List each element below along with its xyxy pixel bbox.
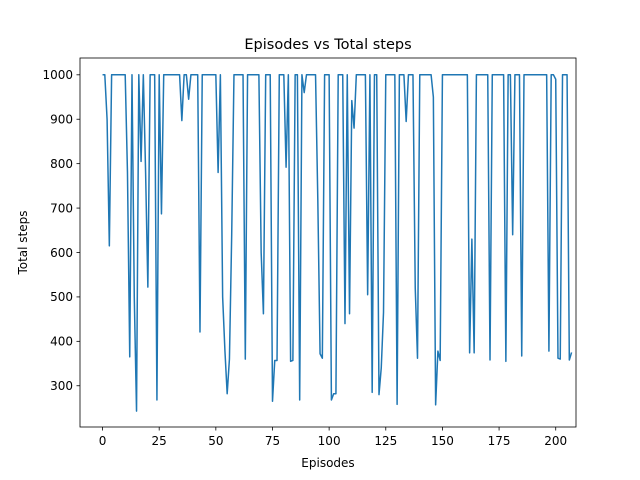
y-tick-label: 300 — [50, 379, 73, 393]
y-tick-label: 900 — [50, 113, 73, 127]
x-tick-label: 0 — [99, 434, 107, 448]
y-tick-label: 800 — [50, 157, 73, 171]
y-tick-label: 700 — [50, 201, 73, 215]
x-axis: 0 25 50 75 100 125 150 175 200 — [99, 427, 567, 448]
plot-area — [102, 74, 573, 412]
y-tick-label: 400 — [50, 335, 73, 349]
series-line-total-steps — [102, 74, 573, 412]
y-tick-label: 500 — [50, 290, 73, 304]
chart-title: Episodes vs Total steps — [244, 37, 411, 53]
x-tick-label: 100 — [318, 434, 341, 448]
y-tick-label: 600 — [50, 246, 73, 260]
x-tick-label: 125 — [374, 434, 397, 448]
y-tick-label: 1000 — [42, 68, 73, 82]
x-tick-label: 25 — [152, 434, 167, 448]
x-tick-label: 150 — [431, 434, 454, 448]
plot-frame — [79, 57, 577, 428]
x-axis-label: Episodes — [301, 456, 354, 470]
y-axis: 300 400 500 600 700 800 900 1000 — [42, 68, 80, 393]
x-tick-label: 200 — [544, 434, 567, 448]
x-tick-label: 75 — [265, 434, 280, 448]
x-tick-label: 175 — [488, 434, 511, 448]
x-tick-label: 50 — [208, 434, 223, 448]
y-axis-label: Total steps — [16, 210, 30, 275]
